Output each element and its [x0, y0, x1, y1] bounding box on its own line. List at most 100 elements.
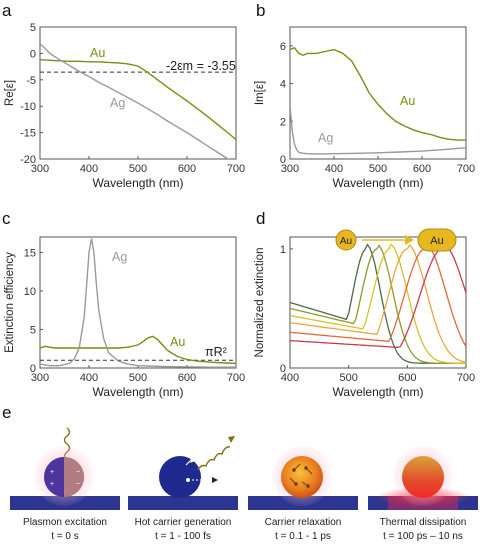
plot-frame: [39, 26, 237, 160]
y-tick-label: 0: [280, 154, 286, 166]
svg-text:+: +: [50, 481, 54, 488]
x-tick-label: 700: [227, 163, 245, 175]
chart-b-imag-permittivity: 300 400 500 600 700 0 2 4 6 Wavelength (nm) Im[ε] A…: [254, 26, 475, 190]
x-tick-label: 500: [129, 372, 147, 384]
small-particle-label: Au: [340, 236, 352, 247]
svg-text:−: −: [76, 481, 80, 488]
y-axis-label: Extinction efficiency: [4, 252, 16, 353]
x-tick-label: 600: [178, 163, 196, 175]
y-tick-label: 0: [30, 363, 36, 375]
x-tick-label: 600: [413, 163, 431, 175]
x-tick-label: 700: [457, 163, 475, 175]
y-axis-label: Im[ε]: [254, 81, 266, 105]
y-tick-label: 2: [280, 116, 286, 128]
x-axis-label: Wavelength (nm): [93, 385, 184, 399]
hot-nanoparticle: [402, 456, 444, 498]
y-tick-label: 5: [30, 324, 36, 336]
x-tick-label: 400: [80, 372, 98, 384]
series-line-ag: [290, 106, 466, 155]
x-tick-label: 300: [31, 372, 49, 384]
reference-line-label: -2εm = -3.55: [166, 59, 236, 73]
emitted-photon-wave-icon: [197, 446, 231, 471]
x-tick-label: 400: [281, 372, 299, 384]
series-line-au: [40, 59, 236, 141]
x-tick-label: 500: [129, 163, 147, 175]
x-tick-label: 600: [398, 372, 416, 384]
y-tick-label: 4: [280, 79, 286, 91]
panel-label-d: d: [256, 209, 265, 228]
hot-electron-icon: [186, 478, 190, 482]
large-particle-icon: [417, 228, 457, 252]
substrate: [128, 496, 238, 510]
step-carrier-relaxation: [248, 446, 358, 510]
chart-c-extinction-efficiency: 300 400 500 600 700 0 5 10 15 Wavelength (nm) Exti…: [4, 236, 245, 399]
series-line-au: [40, 335, 236, 365]
x-tick-label: 300: [281, 163, 299, 175]
series-line-ag: [40, 238, 236, 368]
plot-frame: [289, 26, 467, 160]
x-tick-label: 500: [369, 163, 387, 175]
step-hot-carrier-generation: [128, 436, 238, 510]
x-tick-label: 600: [178, 372, 196, 384]
plot-frame: [289, 236, 467, 369]
series-line-5: [290, 243, 466, 349]
y-tick-label: 5: [30, 22, 36, 34]
y-tick-label: 0: [30, 48, 36, 60]
caption-title-3: Carrier relaxation: [265, 517, 342, 528]
reference-line-label: πR²: [205, 345, 227, 359]
nanoparticle-sphere: [159, 456, 201, 498]
panel-label-a: a: [2, 1, 12, 20]
caption-title-1: Plasmon excitation: [23, 517, 107, 528]
y-tick-label: -20: [20, 154, 36, 166]
series-line-2: [290, 243, 466, 364]
caption-time-3: t = 0.1 - 1 ps: [275, 531, 331, 542]
step-thermal-dissipation: [368, 446, 478, 510]
electron-icon: [292, 468, 296, 472]
x-axis-label: Wavelength (nm): [333, 176, 424, 190]
x-axis-label: Wavelength (nm): [93, 176, 184, 190]
x-tick-label: 400: [325, 163, 343, 175]
plus-charge-icon: +: [50, 469, 54, 476]
y-tick-label: 1: [280, 244, 286, 256]
panel-label-e: e: [2, 403, 11, 422]
series-label-ag: Ag: [110, 96, 125, 110]
large-particle-label: Au: [430, 235, 443, 247]
caption-time-1: t = 0 s: [51, 531, 79, 542]
panel-e-schematic: + + − −: [10, 427, 478, 542]
series-label-ag: Ag: [318, 131, 333, 145]
x-axis-label: Wavelength (nm): [333, 385, 424, 399]
y-tick-label: 15: [24, 247, 36, 259]
series-label-au: Au: [400, 94, 415, 108]
y-axis-label: Re[ε]: [4, 80, 16, 106]
panel-label-c: c: [2, 209, 11, 228]
x-tick-label: 300: [31, 163, 49, 175]
y-tick-label: 6: [280, 41, 286, 53]
arrow-head-icon: [405, 235, 414, 245]
y-axis-label: Normalized extinction: [254, 248, 266, 358]
x-tick-label: 500: [339, 372, 357, 384]
heated-nanoparticle: [281, 456, 323, 498]
particle-size-inset: Au Au: [335, 228, 457, 252]
chart-d-normalized-extinction: 400 500 600 700 0 1 Wavelength (nm) Normalized …: [254, 236, 475, 399]
series-line-ag: [40, 43, 230, 159]
x-tick-label: 700: [227, 372, 245, 384]
caption-time-2: t = 1 - 100 fs: [155, 531, 211, 542]
y-tick-label: 0: [280, 363, 286, 375]
charge-cloud: [64, 457, 84, 497]
series-line-0: [290, 243, 466, 364]
caption-time-4: t = 100 ps – 10 ns: [383, 531, 463, 542]
series-line-au: [290, 46, 466, 141]
series-line-4: [290, 243, 466, 347]
chart-a-real-permittivity: 300 400 500 600 700 5 0 -5 -10 -15 -20 Wavelength (…: [4, 22, 245, 190]
y-tick-label: -10: [20, 101, 36, 113]
series-line-1: [290, 244, 466, 364]
series-label-au: Au: [170, 335, 185, 349]
caption-title-2: Hot carrier generation: [135, 517, 232, 528]
series-label-au: Au: [90, 46, 105, 60]
series-label-ag: Ag: [112, 250, 127, 264]
caption-title-4: Thermal dissipation: [380, 517, 467, 528]
x-tick-label: 700: [457, 372, 475, 384]
x-tick-label: 400: [80, 163, 98, 175]
panel-label-b: b: [256, 1, 265, 20]
